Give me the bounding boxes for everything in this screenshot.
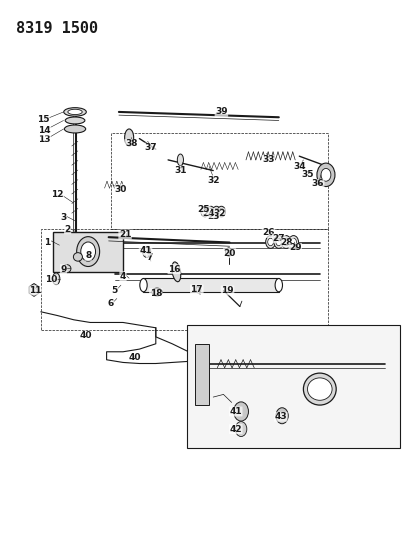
Circle shape	[290, 238, 296, 246]
Circle shape	[213, 208, 218, 215]
Ellipse shape	[177, 154, 183, 166]
Text: 7: 7	[146, 253, 153, 262]
Ellipse shape	[171, 262, 180, 282]
Ellipse shape	[52, 273, 60, 285]
Text: 20: 20	[223, 249, 235, 257]
Ellipse shape	[65, 117, 85, 124]
Text: 13: 13	[38, 135, 50, 144]
Circle shape	[235, 422, 246, 437]
Ellipse shape	[68, 109, 82, 115]
Text: 27: 27	[272, 234, 284, 243]
Text: 31: 31	[174, 166, 186, 175]
Text: 33: 33	[262, 156, 274, 164]
Text: 3: 3	[60, 213, 67, 222]
Text: 15: 15	[37, 116, 49, 124]
Ellipse shape	[139, 278, 147, 292]
Text: 40: 40	[129, 353, 141, 361]
Circle shape	[233, 402, 248, 421]
Text: 21: 21	[119, 230, 131, 239]
Ellipse shape	[307, 378, 331, 400]
Text: 17: 17	[190, 285, 202, 294]
Text: 19: 19	[221, 286, 233, 295]
Text: 22: 22	[213, 209, 225, 217]
Text: 40: 40	[80, 332, 92, 340]
Text: 2: 2	[64, 225, 71, 233]
Circle shape	[265, 236, 275, 248]
Circle shape	[288, 236, 298, 248]
Circle shape	[217, 206, 225, 217]
Text: 23: 23	[207, 213, 219, 221]
Text: 34: 34	[292, 162, 305, 171]
Circle shape	[320, 168, 330, 181]
Circle shape	[142, 247, 151, 257]
Circle shape	[283, 238, 288, 246]
Ellipse shape	[63, 265, 71, 273]
Circle shape	[267, 238, 273, 246]
Text: 38: 38	[125, 140, 137, 148]
Circle shape	[200, 206, 209, 217]
Text: 18: 18	[149, 289, 162, 297]
Text: 39: 39	[215, 108, 227, 116]
Circle shape	[81, 242, 95, 261]
Text: 9: 9	[60, 265, 67, 273]
Circle shape	[196, 287, 200, 293]
Text: 25: 25	[197, 205, 209, 214]
Text: 16: 16	[168, 265, 180, 273]
Text: 26: 26	[262, 229, 274, 237]
Text: 14: 14	[38, 126, 50, 135]
Text: 36: 36	[311, 180, 323, 188]
Polygon shape	[29, 284, 39, 296]
Circle shape	[273, 236, 283, 248]
Circle shape	[76, 237, 99, 266]
Text: 32: 32	[207, 176, 219, 184]
Text: 12: 12	[51, 190, 63, 199]
Text: 43: 43	[274, 413, 286, 421]
Text: 41: 41	[229, 407, 241, 416]
Circle shape	[212, 206, 220, 217]
Text: 1: 1	[44, 238, 50, 247]
Ellipse shape	[274, 278, 282, 292]
Circle shape	[225, 248, 231, 256]
Ellipse shape	[64, 125, 85, 133]
Ellipse shape	[151, 288, 162, 296]
Circle shape	[281, 236, 290, 248]
Circle shape	[316, 163, 334, 187]
Ellipse shape	[64, 108, 86, 116]
Circle shape	[275, 408, 288, 424]
Ellipse shape	[124, 129, 133, 146]
Polygon shape	[194, 344, 209, 405]
Text: 35: 35	[301, 171, 313, 179]
Circle shape	[206, 206, 214, 217]
Ellipse shape	[73, 253, 82, 261]
Text: 11: 11	[29, 286, 41, 295]
Text: 10: 10	[45, 276, 57, 284]
Polygon shape	[53, 232, 123, 272]
Text: 6: 6	[107, 300, 114, 308]
Ellipse shape	[303, 373, 335, 405]
Text: 29: 29	[288, 244, 301, 252]
Text: 30: 30	[115, 185, 127, 193]
Circle shape	[202, 208, 207, 215]
Text: 28: 28	[280, 238, 292, 247]
Text: 37: 37	[144, 143, 157, 152]
Text: 4: 4	[119, 272, 126, 280]
Text: 8319 1500: 8319 1500	[16, 21, 98, 36]
Text: 41: 41	[139, 246, 151, 255]
Text: 42: 42	[229, 425, 241, 433]
Circle shape	[208, 208, 213, 215]
Bar	[186, 325, 399, 448]
Polygon shape	[143, 278, 278, 292]
Text: 24: 24	[202, 209, 214, 217]
Text: 5: 5	[111, 286, 118, 295]
Text: 8: 8	[85, 252, 91, 260]
Circle shape	[275, 238, 281, 246]
Circle shape	[218, 208, 223, 215]
